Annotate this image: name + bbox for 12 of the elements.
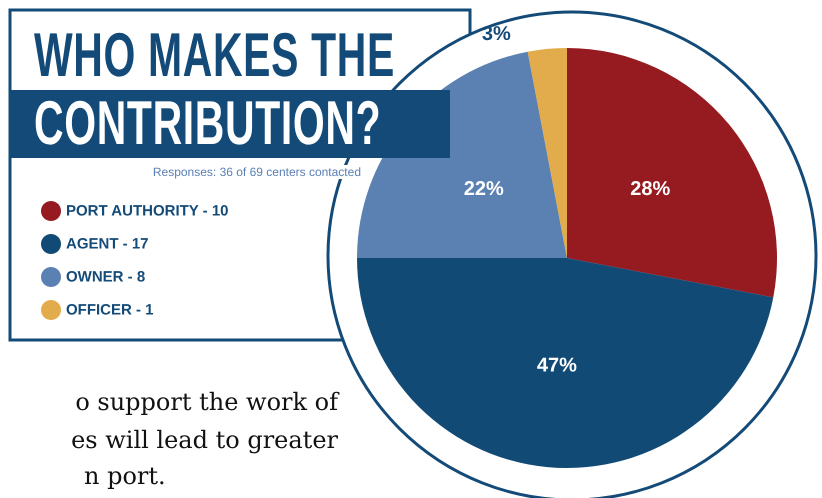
data-label: 22% <box>464 178 504 200</box>
legend-label: AGENT - 17 <box>66 236 149 252</box>
text: n port. <box>84 462 166 490</box>
data-label: 28% <box>630 178 670 200</box>
legend-label: PORT AUTHORITY - 10 <box>66 202 229 220</box>
data-label: 47% <box>536 354 578 377</box>
text: o support the work of <box>75 388 338 416</box>
text: WHO MAKES THE CONTRIBUTION? <box>34 21 395 158</box>
legend-label: OFFICER - 1 <box>66 302 154 318</box>
text: Responses: 36 of 69 centers contacted <box>150 165 363 179</box>
text: es will lead to greater <box>71 426 338 454</box>
legend-label: OWNER - 8 <box>66 268 146 286</box>
